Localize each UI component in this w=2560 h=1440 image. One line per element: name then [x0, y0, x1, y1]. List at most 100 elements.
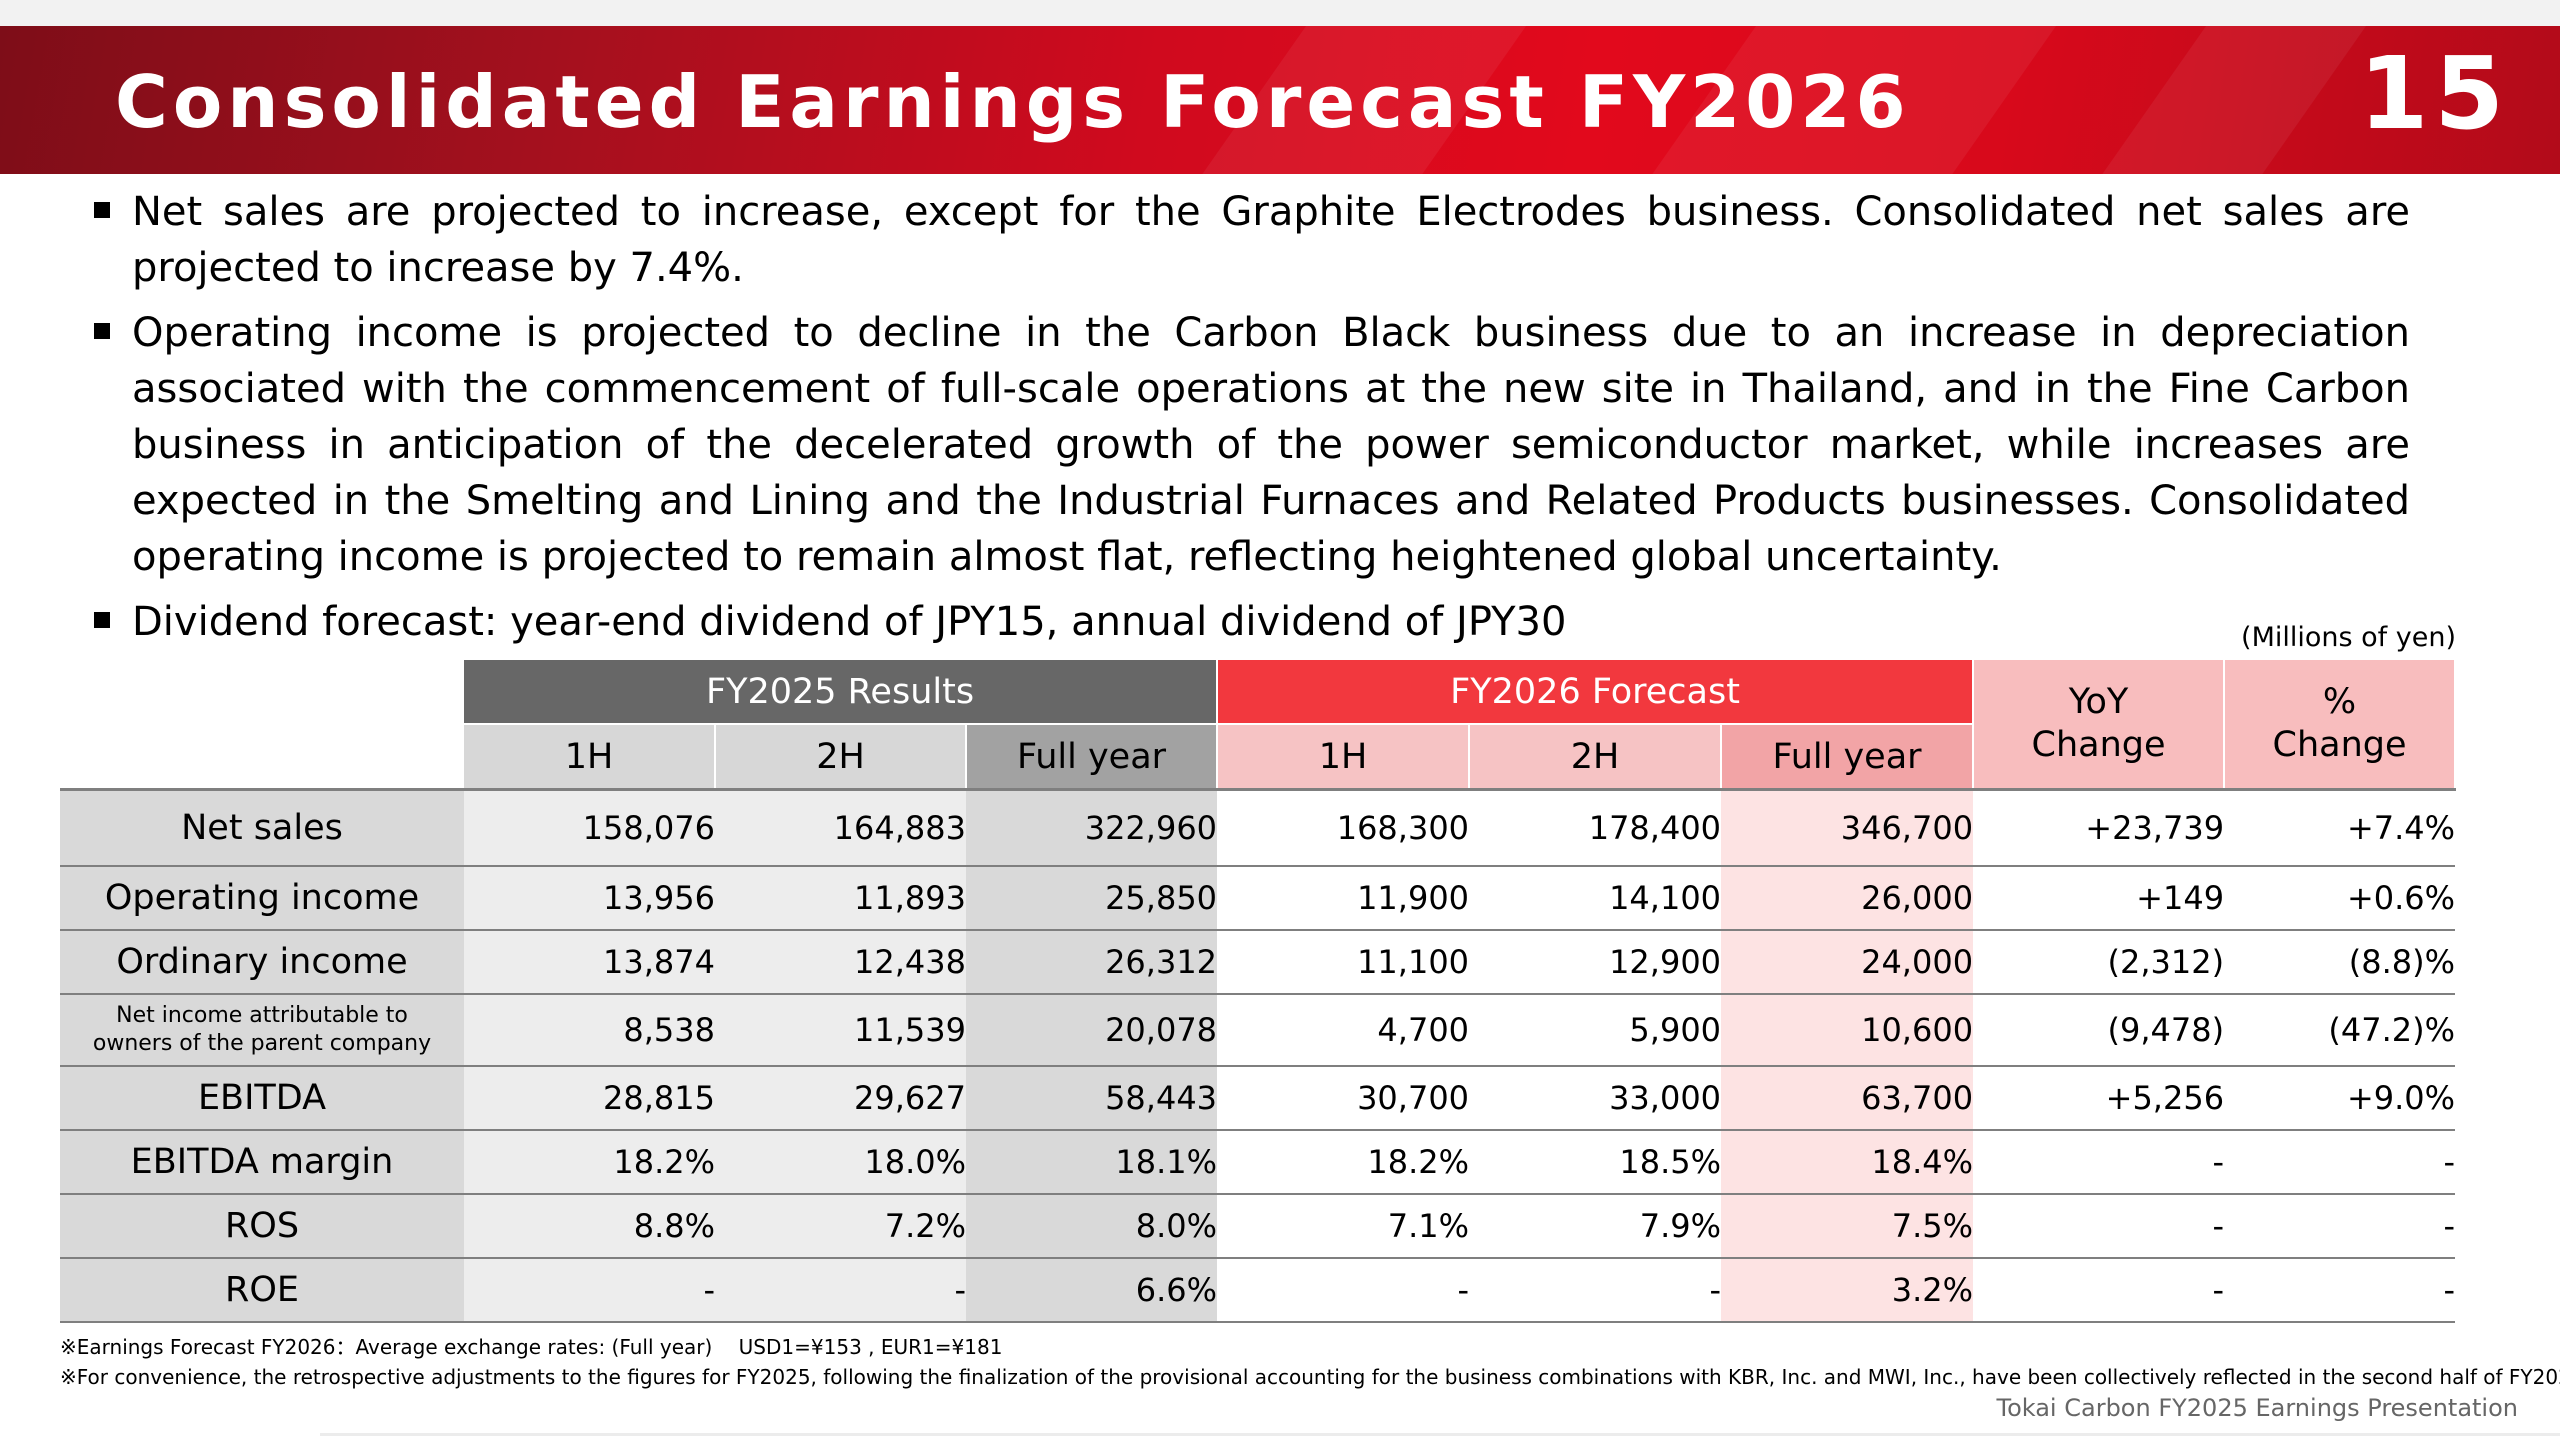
cell-pct-change: - [2224, 1193, 2456, 1259]
header-fy2026-full-year: Full year [1721, 723, 1975, 790]
cell-fy2026-2h: 18.5% [1469, 1129, 1722, 1195]
cell-fy2026-1h: 168,300 [1217, 788, 1470, 867]
header-pct-line1: % [2322, 682, 2357, 722]
cell-fy2025-2h: 11,539 [715, 993, 966, 1067]
footer-divider [320, 1433, 2560, 1436]
cell-fy2025-1h: 8,538 [464, 993, 715, 1067]
table-row: Ordinary income 13,874 12,438 26,312 11,… [60, 929, 2456, 995]
cell-fy2025-full: 322,960 [966, 788, 1218, 867]
cell-fy2025-2h: 7.2% [715, 1193, 966, 1259]
row-label: Operating income [60, 865, 464, 931]
cell-fy2025-1h: - [464, 1257, 715, 1323]
cell-fy2025-2h: 11,893 [715, 865, 966, 931]
header-row-groups: FY2025 Results FY2026 Forecast YoY Change… [60, 660, 2457, 790]
row-label-line2: owners of the parent company [92, 1030, 432, 1056]
cell-fy2025-full: 18.1% [966, 1129, 1218, 1195]
cell-yoy-change: +149 [1973, 865, 2225, 931]
page-title: Consolidated Earnings Forecast FY2026 [115, 60, 1911, 144]
cell-fy2025-1h: 18.2% [464, 1129, 715, 1195]
cell-pct-change: +9.0% [2224, 1065, 2456, 1131]
row-label: Ordinary income [60, 929, 464, 995]
cell-fy2026-1h: 30,700 [1217, 1065, 1470, 1131]
header-fy2026-forecast: FY2026 Forecast [1217, 660, 1975, 724]
title-banner: Consolidated Earnings Forecast FY2026 15 [0, 26, 2560, 174]
cell-pct-change: (47.2)% [2224, 993, 2456, 1067]
cell-yoy-change: (9,478) [1973, 993, 2225, 1067]
cell-fy2026-2h: - [1469, 1257, 1722, 1323]
table-row: EBITDA margin 18.2% 18.0% 18.1% 18.2% 18… [60, 1129, 2456, 1195]
table-row: ROS 8.8% 7.2% 8.0% 7.1% 7.9% 7.5% - - [60, 1193, 2456, 1259]
cell-fy2025-2h: - [715, 1257, 966, 1323]
cell-fy2026-1h: 7.1% [1217, 1193, 1470, 1259]
row-label-line1: Net income attributable to [116, 1002, 408, 1028]
footnote: ※Earnings Forecast FY2026：Average exchan… [60, 1335, 1003, 1359]
bullet-item: Dividend forecast: year-end dividend of … [90, 594, 2410, 650]
row-label: ROE [60, 1257, 464, 1323]
cell-fy2026-full: 3.2% [1721, 1257, 1974, 1323]
cell-pct-change: +0.6% [2224, 865, 2456, 931]
header-row-periods: 1H 2H Full year 1H 2H Full year [60, 723, 2455, 790]
cell-yoy-change: +23,739 [1973, 788, 2225, 867]
header-fy2025-2h: 2H [715, 723, 967, 790]
header-fy2025-results: FY2025 Results [464, 660, 1219, 724]
header-yoy-line1: YoY [2068, 682, 2129, 722]
cell-fy2026-2h: 14,100 [1469, 865, 1722, 931]
banner-streak [2065, 26, 2395, 174]
cell-fy2026-1h: 11,900 [1217, 865, 1470, 931]
cell-pct-change: - [2224, 1129, 2456, 1195]
cell-fy2026-full: 346,700 [1721, 788, 1974, 867]
cell-fy2026-1h: 4,700 [1217, 993, 1470, 1067]
cell-pct-change: (8.8)% [2224, 929, 2456, 995]
top-stripe [0, 0, 2560, 26]
cell-fy2026-1h: - [1217, 1257, 1470, 1323]
header-pct-change: % Change [2224, 660, 2457, 790]
cell-fy2025-2h: 12,438 [715, 929, 966, 995]
header-yoy-change: YoY Change [1973, 660, 2226, 790]
page-number: 15 [2358, 35, 2510, 152]
cell-yoy-change: - [1973, 1257, 2225, 1323]
cell-fy2025-1h: 28,815 [464, 1065, 715, 1131]
footnotes: ※Earnings Forecast FY2026：Average exchan… [60, 1332, 2560, 1392]
footnote: ※For convenience, the retrospective adju… [60, 1365, 2560, 1389]
cell-fy2026-2h: 12,900 [1469, 929, 1722, 995]
cell-fy2026-2h: 33,000 [1469, 1065, 1722, 1131]
cell-fy2026-full: 24,000 [1721, 929, 1974, 995]
header-fy2026-2h: 2H [1469, 723, 1723, 790]
cell-fy2025-1h: 13,956 [464, 865, 715, 931]
header-fy2025-1h: 1H [464, 723, 716, 790]
header-yoy-line2: Change [2031, 725, 2166, 765]
earnings-table: FY2025 Results FY2026 Forecast YoY Change… [60, 660, 2457, 1323]
cell-fy2025-2h: 29,627 [715, 1065, 966, 1131]
table-row: Net sales 158,076 164,883 322,960 168,30… [60, 788, 2456, 867]
cell-fy2025-full: 25,850 [966, 865, 1218, 931]
cell-fy2026-2h: 7.9% [1469, 1193, 1722, 1259]
cell-fy2025-2h: 18.0% [715, 1129, 966, 1195]
cell-fy2025-1h: 8.8% [464, 1193, 715, 1259]
cell-fy2026-full: 63,700 [1721, 1065, 1974, 1131]
cell-fy2025-1h: 13,874 [464, 929, 715, 995]
header-fy2026-1h: 1H [1217, 723, 1471, 790]
cell-yoy-change: +5,256 [1973, 1065, 2225, 1131]
cell-yoy-change: - [1973, 1129, 2225, 1195]
row-label: EBITDA [60, 1065, 464, 1131]
table-corner [60, 660, 464, 724]
footer-text: Tokai Carbon FY2025 Earnings Presentatio… [1996, 1394, 2518, 1422]
table-row: ROE - - 6.6% - - 3.2% - - [60, 1257, 2456, 1323]
cell-fy2026-full: 10,600 [1721, 993, 1974, 1067]
row-label: EBITDA margin [60, 1129, 464, 1195]
cell-fy2026-1h: 11,100 [1217, 929, 1470, 995]
cell-fy2025-full: 20,078 [966, 993, 1218, 1067]
header-pct-line2: Change [2272, 725, 2407, 765]
cell-fy2026-full: 26,000 [1721, 865, 1974, 931]
table-row: Net income attributable to owners of the … [60, 993, 2456, 1067]
bullet-list: Net sales are projected to increase, exc… [90, 184, 2410, 659]
row-label: Net income attributable to owners of the … [60, 993, 464, 1067]
bullet-item: Net sales are projected to increase, exc… [90, 184, 2410, 296]
cell-yoy-change: - [1973, 1193, 2225, 1259]
row-label: ROS [60, 1193, 464, 1259]
cell-fy2025-full: 8.0% [966, 1193, 1218, 1259]
cell-yoy-change: (2,312) [1973, 929, 2225, 995]
cell-fy2026-full: 18.4% [1721, 1129, 1974, 1195]
cell-fy2025-1h: 158,076 [464, 788, 715, 867]
cell-pct-change: - [2224, 1257, 2456, 1323]
